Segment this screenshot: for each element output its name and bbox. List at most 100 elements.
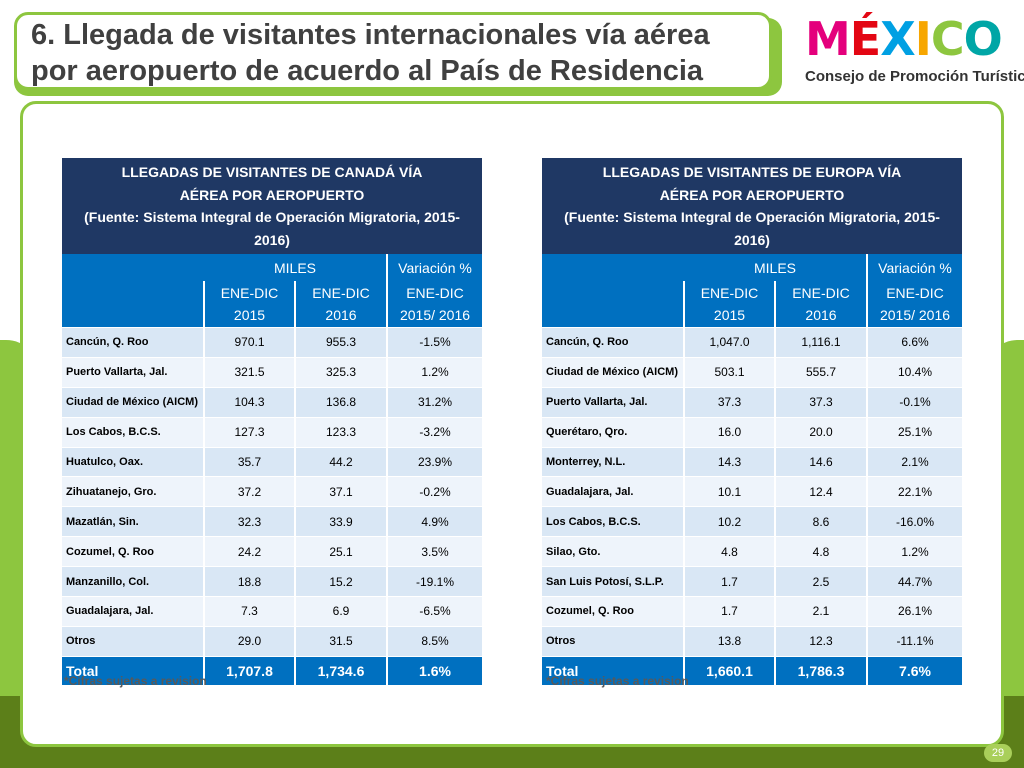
page-number: 29 [984,744,1012,762]
airport-name: Puerto Vallarta, Jal. [542,386,684,418]
table-row: Mazatlán, Sin. 32.3 33.9 4.9% [62,506,483,537]
total-2016: 1,734.6 [294,655,387,685]
airport-name: Otros [542,625,684,657]
airport-name: Silao, Gto. [542,536,684,567]
value-2016: 15.2 [294,566,387,597]
value-2015: 1.7 [683,566,775,597]
value-2016: 20.0 [774,416,867,448]
table-row: Cancún, Q. Roo 1,047.0 1,116.1 6.6% [542,327,963,358]
table-row: Cancún, Q. Roo 970.1 955.3 -1.5% [62,327,483,358]
header-line: ENE-DIC [886,285,944,301]
logo-letter: O [963,12,1003,66]
airport-name: Otros [62,625,204,657]
value-2015: 4.8 [683,536,775,567]
header-line: AÉREA POR AEROPUERTO [179,186,365,203]
column-header-2015: ENE-DIC 2015 [683,281,775,328]
header-line: 2015 [713,307,746,323]
slide-title-line-1: 6. Llegada de visitantes internacionales… [31,19,710,51]
value-2015: 127.3 [203,416,295,448]
table-row: Los Cabos, B.C.S. 10.2 8.6 -16.0% [542,506,963,537]
value-2015: 970.1 [203,327,295,358]
value-2016: 955.3 [294,327,387,358]
airport-name: Mazatlán, Sin. [62,506,204,537]
slide-title-line-2: por aeropuerto de acuerdo al País de Res… [31,55,704,87]
variation-value: -16.0% [865,506,963,537]
logo-caption: Consejo de Promoción Turística [805,68,1024,85]
header-line: (Fuente: Sistema Integral de Operación M… [564,209,940,225]
logo-letter: I [914,12,932,66]
value-2016: 6.9 [294,596,387,627]
logo-letter: É [849,12,881,66]
variation-value: 10.4% [865,356,963,388]
header-line: LLEGADAS DE VISITANTES DE EUROPA VÍA [602,164,902,180]
logo-letter: M [805,12,851,66]
airport-name: Huatulco, Oax. [62,446,204,477]
total-2016: 1,786.3 [774,655,867,685]
column-header-2016: ENE-DIC 2016 [774,281,867,328]
airport-name: Querétaro, Qro. [542,416,684,448]
airport-name: San Luis Potosí, S.L.P. [542,566,684,597]
table-row: Guadalajara, Jal. 7.3 6.9 -6.5% [62,596,483,627]
logo-letter: C [930,12,965,66]
value-2015: 32.3 [203,506,295,537]
variation-header: Variación % [865,254,963,281]
variation-value: -0.1% [865,386,963,418]
airport-name: Cozumel, Q. Roo [542,596,684,627]
value-2016: 12.4 [774,476,867,507]
value-2015: 1,047.0 [683,327,775,358]
value-2016: 555.7 [774,356,867,388]
value-2015: 104.3 [203,386,295,418]
header-line: AÉREA POR AEROPUERTO [659,186,845,203]
airport-name: Zihuatanejo, Gro. [62,476,204,507]
variation-value: -19.1% [385,566,483,597]
header-line: (Fuente: Sistema Integral de Operación M… [84,209,460,225]
header-line: LLEGADAS DE VISITANTES DE CANADÁ VÍA [121,164,423,180]
header-blank [542,254,684,281]
value-2015: 16.0 [683,416,775,448]
total-variation: 1.6% [385,655,483,685]
variation-value: 23.9% [385,446,483,477]
total-label: Total [542,655,684,685]
airport-name: Los Cabos, B.C.S. [542,506,684,537]
value-2016: 8.6 [774,506,867,537]
airport-name: Los Cabos, B.C.S. [62,416,204,448]
value-2015: 14.3 [683,446,775,477]
canada-arrivals-table: LLEGADAS DE VISITANTES DE CANADÁ VÍA AÉRE… [62,158,483,685]
europe-footnote: *Cifras sujetas a revision [546,674,689,688]
column-header-blank [542,281,684,328]
airport-name: Cancún, Q. Roo [62,327,204,358]
total-row: Total 1,707.8 1,734.6 1.6% [62,655,483,685]
value-2016: 14.6 [774,446,867,477]
table-row: Cozumel, Q. Roo 1.7 2.1 26.1% [542,596,963,627]
value-2015: 10.1 [683,476,775,507]
value-2016: 4.8 [774,536,867,567]
value-2015: 35.7 [203,446,295,477]
value-2016: 37.3 [774,386,867,418]
table-row: San Luis Potosí, S.L.P. 1.7 2.5 44.7% [542,566,963,597]
header-blank [62,254,204,281]
airport-name: Manzanillo, Col. [62,566,204,597]
value-2016: 37.1 [294,476,387,507]
table-row: Los Cabos, B.C.S. 127.3 123.3 -3.2% [62,416,483,448]
value-2015: 24.2 [203,536,295,567]
variation-value: -11.1% [865,625,963,657]
airport-name: Monterrey, N.L. [542,446,684,477]
value-2015: 29.0 [203,625,295,657]
header-line: 2016 [325,307,357,323]
airport-name: Guadalajara, Jal. [62,596,204,627]
header-line: 2015 [233,307,266,323]
total-2015: 1,707.8 [203,655,295,685]
miles-header: MILES [204,254,387,281]
value-2015: 321.5 [203,356,295,388]
column-header-blank [62,281,204,328]
airport-name: Guadalajara, Jal. [542,476,684,507]
value-2016: 33.9 [294,506,387,537]
table-row: Puerto Vallarta, Jal. 37.3 37.3 -0.1% [542,386,963,418]
variation-value: -1.5% [385,327,483,358]
canada-footnote: *Cifras sujetas a revision [64,674,207,688]
variation-value: -6.5% [385,596,483,627]
variation-value: 8.5% [385,625,483,657]
variation-value: 44.7% [865,566,963,597]
